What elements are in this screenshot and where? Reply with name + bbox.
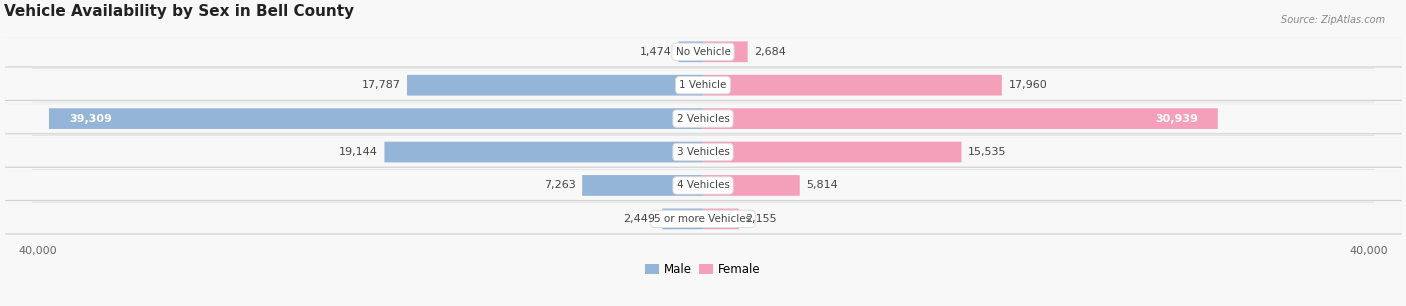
FancyBboxPatch shape xyxy=(6,105,1402,134)
Text: 2,155: 2,155 xyxy=(745,214,778,224)
Text: 5,814: 5,814 xyxy=(807,181,838,190)
Text: 2,684: 2,684 xyxy=(754,47,786,57)
FancyBboxPatch shape xyxy=(703,142,962,162)
Text: Source: ZipAtlas.com: Source: ZipAtlas.com xyxy=(1281,15,1385,25)
FancyBboxPatch shape xyxy=(6,172,1402,201)
FancyBboxPatch shape xyxy=(4,138,1402,166)
FancyBboxPatch shape xyxy=(582,175,703,196)
Text: 30,939: 30,939 xyxy=(1154,114,1198,124)
Text: 5 or more Vehicles: 5 or more Vehicles xyxy=(654,214,752,224)
FancyBboxPatch shape xyxy=(6,138,1402,168)
FancyBboxPatch shape xyxy=(4,104,1402,133)
Text: 2,449: 2,449 xyxy=(624,214,655,224)
FancyBboxPatch shape xyxy=(6,38,1402,68)
Text: 17,787: 17,787 xyxy=(361,80,401,90)
FancyBboxPatch shape xyxy=(6,205,1402,235)
FancyBboxPatch shape xyxy=(662,208,703,229)
FancyBboxPatch shape xyxy=(4,205,1402,233)
FancyBboxPatch shape xyxy=(4,37,1402,66)
Text: 39,309: 39,309 xyxy=(69,114,112,124)
FancyBboxPatch shape xyxy=(4,70,1402,100)
FancyBboxPatch shape xyxy=(384,142,703,162)
FancyBboxPatch shape xyxy=(4,38,1402,66)
Text: 1 Vehicle: 1 Vehicle xyxy=(679,80,727,90)
Text: 3 Vehicles: 3 Vehicles xyxy=(676,147,730,157)
Text: 15,535: 15,535 xyxy=(969,147,1007,157)
FancyBboxPatch shape xyxy=(703,175,800,196)
Text: 1,474: 1,474 xyxy=(640,47,672,57)
FancyBboxPatch shape xyxy=(6,72,1402,101)
FancyBboxPatch shape xyxy=(4,105,1402,133)
Text: 4 Vehicles: 4 Vehicles xyxy=(676,181,730,190)
Text: 7,263: 7,263 xyxy=(544,181,575,190)
FancyBboxPatch shape xyxy=(49,108,703,129)
FancyBboxPatch shape xyxy=(703,108,1218,129)
FancyBboxPatch shape xyxy=(703,75,1002,95)
FancyBboxPatch shape xyxy=(679,41,703,62)
FancyBboxPatch shape xyxy=(4,137,1402,167)
Text: 2 Vehicles: 2 Vehicles xyxy=(676,114,730,124)
Text: 17,960: 17,960 xyxy=(1008,80,1047,90)
Text: No Vehicle: No Vehicle xyxy=(675,47,731,57)
FancyBboxPatch shape xyxy=(4,171,1402,200)
FancyBboxPatch shape xyxy=(4,171,1402,200)
Text: Vehicle Availability by Sex in Bell County: Vehicle Availability by Sex in Bell Coun… xyxy=(4,4,354,19)
FancyBboxPatch shape xyxy=(703,41,748,62)
FancyBboxPatch shape xyxy=(408,75,703,95)
FancyBboxPatch shape xyxy=(4,204,1402,233)
FancyBboxPatch shape xyxy=(4,71,1402,99)
Text: 19,144: 19,144 xyxy=(339,147,378,157)
FancyBboxPatch shape xyxy=(703,208,740,229)
Legend: Male, Female: Male, Female xyxy=(641,259,765,281)
